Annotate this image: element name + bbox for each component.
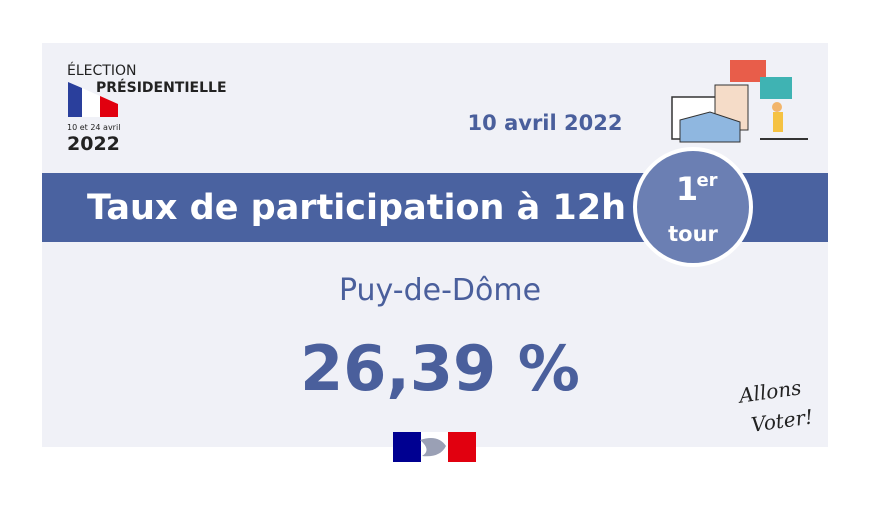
badge-number: 1 xyxy=(676,170,698,208)
flag-blue xyxy=(68,82,82,117)
logo-line2: PRÉSIDENTIELLE xyxy=(96,79,227,96)
logo-dates: 10 et 24 avril xyxy=(67,123,120,132)
banner-title: Taux de participation à 12h xyxy=(87,188,626,228)
badge-sup: er xyxy=(696,170,717,191)
flag-white xyxy=(82,88,100,117)
region: Puy-de-Dôme xyxy=(339,273,541,308)
badge xyxy=(633,147,753,267)
date: 10 avril 2022 xyxy=(468,111,623,135)
badge-word: tour xyxy=(668,222,718,246)
logo-year: 2022 xyxy=(67,133,120,155)
marianne-logo xyxy=(393,432,476,462)
illustration xyxy=(671,60,808,143)
flag-red xyxy=(100,96,118,117)
logo-line1: ÉLECTION xyxy=(67,62,136,79)
rate: 26,39 % xyxy=(300,332,580,405)
